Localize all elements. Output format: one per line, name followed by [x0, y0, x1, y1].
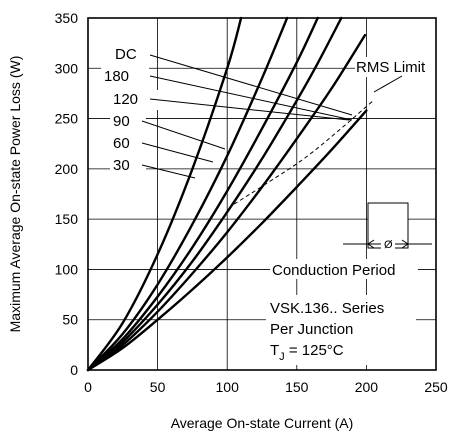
conduction-period-label: Conduction Period	[272, 262, 395, 279]
leader-60	[141, 142, 214, 163]
y-tick-150: 150	[55, 211, 79, 227]
x-tick-200: 200	[355, 379, 379, 395]
label-30: 30	[113, 157, 130, 174]
series-line-60	[86, 16, 289, 372]
label-180: 180	[104, 68, 129, 85]
y-tick-250: 250	[55, 111, 79, 127]
leader-90	[141, 120, 226, 150]
leader-180	[149, 75, 353, 121]
leader-120	[149, 98, 350, 121]
conduction-angle-symbol: Ø	[384, 239, 393, 251]
x-axis-label: Average On-state Current (A)	[171, 415, 354, 431]
label-90: 90	[113, 113, 130, 130]
x-tick-250: 250	[424, 379, 448, 395]
y-tick-350: 350	[55, 10, 79, 26]
x-tick-100: 100	[216, 379, 240, 395]
label-120: 120	[113, 91, 138, 108]
plot-frame	[87, 17, 437, 371]
y-axis-label: Maximum Average On-state Power Loss (W)	[7, 56, 23, 333]
x-tick-0: 0	[84, 379, 92, 395]
curves	[86, 16, 368, 372]
rms-limit-layer	[233, 100, 374, 205]
y-tick-200: 200	[55, 161, 79, 177]
x-tick-150: 150	[285, 379, 309, 395]
series-line-90	[86, 16, 319, 372]
series-line-180	[86, 33, 367, 372]
tick-labels: 0 50 100 150 200 250 0 50 100 150 200 250 300 350	[55, 10, 448, 395]
label-leaders	[141, 54, 403, 179]
tj-subscript: J	[279, 351, 285, 363]
rms-limit-label: RMS Limit	[356, 59, 426, 76]
junction-temperature: TJ = 125°C	[270, 342, 344, 363]
series-line-120	[86, 16, 343, 372]
series-line-dc	[86, 109, 368, 372]
label-dc: DC	[115, 46, 137, 63]
series-line-30	[86, 16, 243, 372]
leader-30	[141, 164, 196, 179]
conduction-period-symbol: Ø	[343, 202, 432, 251]
tj-value: = 125°C	[285, 342, 344, 359]
tj-symbol: T	[270, 342, 279, 359]
series-annotation-line1: VSK.136.. Series	[270, 300, 384, 317]
y-tick-100: 100	[55, 261, 79, 277]
rms-limit-line	[233, 100, 374, 205]
y-tick-50: 50	[62, 312, 78, 328]
label-60: 60	[113, 135, 130, 152]
y-tick-0: 0	[70, 362, 78, 378]
y-tick-300: 300	[55, 60, 79, 76]
leader-rms	[373, 75, 403, 93]
series-annotation-line2: Per Junction	[270, 321, 353, 338]
x-tick-50: 50	[150, 379, 166, 395]
leader-dc	[149, 54, 353, 116]
